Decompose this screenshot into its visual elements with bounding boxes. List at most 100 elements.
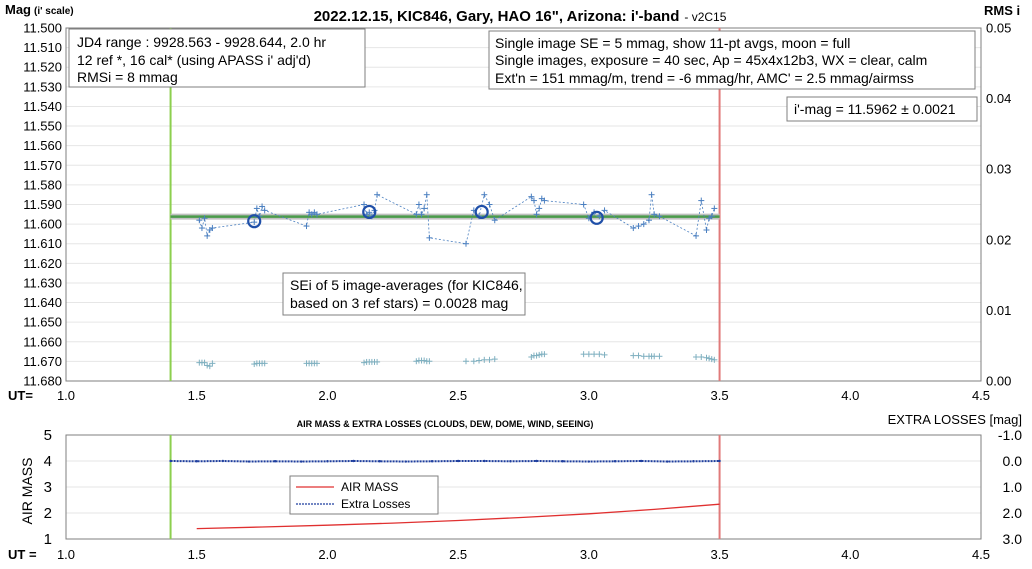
top-y-tick-label: 11.540 (23, 99, 62, 114)
top-y-tick-label: 11.550 (23, 119, 62, 134)
y-axis-title-main: Mag (5, 2, 31, 17)
rms-point (703, 354, 710, 361)
top-y-tick-label: 11.600 (23, 217, 62, 232)
top-x-tick-label: 2.0 (318, 388, 336, 403)
single-image-point (708, 213, 715, 220)
info-right-line-3: Ext'n = 151 mmag/m, trend = -6 mmag/hr, … (495, 70, 914, 86)
chart-title: 2022.12.15, KIC846, Gary, HAO 16", Arizo… (314, 8, 727, 25)
extra-losses-point (378, 460, 381, 463)
extra-losses-line (170, 459, 720, 463)
rms-point (413, 358, 420, 365)
rms-point (528, 353, 535, 360)
single-image-point (261, 207, 268, 214)
chart-title-main: 2022.12.15, KIC846, Gary, HAO 16", Arizo… (314, 8, 680, 25)
single-image-point (580, 201, 587, 208)
rms-point (601, 351, 608, 358)
bottom-y-right-tick-label: 2.0 (1003, 505, 1023, 521)
info-left-line-3: RMSi = 8 mmag (77, 69, 178, 85)
airmass-line (196, 503, 720, 530)
rms-point (596, 351, 603, 358)
extra-losses-point (587, 460, 591, 463)
single-image-point (413, 211, 420, 218)
top-y-right-tick-label: 0.05 (986, 21, 1011, 36)
single-image-point (418, 211, 425, 218)
top-y-tick-label: 11.570 (23, 158, 62, 173)
extra-losses-point (169, 459, 172, 463)
rms-point (591, 351, 598, 358)
single-image-point (374, 191, 381, 198)
top-y-tick-label: 11.500 (23, 21, 62, 36)
bottom-x-tick-label: 1.0 (57, 547, 75, 562)
top-y-tick-label: 11.530 (23, 79, 62, 94)
single-image-point (651, 211, 658, 218)
bottom-y-tick-label: 2 (44, 505, 52, 522)
rms-point (204, 362, 211, 369)
single-image-point (415, 201, 422, 208)
bottom-series (169, 459, 721, 530)
average-point (247, 214, 262, 229)
rms-point (708, 356, 715, 363)
bottom-x-tick-label: 3.0 (580, 547, 598, 562)
top-x-tick-label: 4.5 (972, 388, 990, 403)
top-y-tick-label: 11.630 (23, 275, 62, 290)
rms-point (536, 351, 543, 358)
y-axis-title: Mag (i' scale) (5, 2, 74, 17)
top-y-tick-label: 11.660 (23, 334, 62, 349)
legend-airmass-label: AIR MASS (341, 480, 398, 494)
average-point (589, 210, 604, 225)
single-image-point (528, 193, 535, 200)
bottom-x-tick-label: 2.0 (318, 547, 336, 562)
rms-point (533, 352, 540, 359)
rms-point (374, 358, 381, 365)
rms-point (470, 358, 477, 365)
rms-point (462, 358, 469, 365)
extra-losses-point (404, 460, 408, 463)
top-y-tick-label: 11.560 (23, 138, 62, 153)
bottom-plot-frame (65, 434, 982, 540)
single-image-point (536, 205, 543, 212)
info-box-left: JD4 range : 9928.563 - 9928.644, 2.0 hr … (68, 28, 366, 88)
top-x-tick-labels: 1.0 1.5 2.0 2.5 3.0 3.5 4.0 4.5 (57, 388, 990, 403)
extra-losses-point (535, 459, 538, 463)
top-rms-series (196, 351, 718, 370)
single-image-point (601, 207, 608, 214)
single-image-point (303, 223, 310, 230)
single-image-point (491, 217, 498, 224)
top-y-tick-label: 11.640 (23, 295, 62, 310)
extra-losses-point (352, 459, 355, 463)
single-image-point (645, 217, 652, 224)
bottom-y-tick-label: 4 (44, 453, 52, 470)
extra-losses-point (509, 460, 512, 463)
top-y-tick-label: 11.510 (23, 40, 62, 55)
top-x-tick-label: 3.5 (711, 388, 729, 403)
bottom-legend: AIR MASS Extra Losses (289, 475, 439, 515)
bottom-x-tick-labels: 1.0 1.5 2.0 2.5 3.0 3.5 4.0 4.5 (57, 547, 990, 562)
legend-extra-losses-label: Extra Losses (341, 497, 410, 511)
bottom-y-right-tick-labels: -1.0 0.0 1.0 2.0 3.0 (998, 427, 1022, 547)
bottom-x-tick-label: 3.5 (711, 547, 729, 562)
single-image-point (253, 205, 260, 212)
info-left-line-2: 12 ref *, 16 cal* (using APASS i' adj'd) (77, 52, 311, 68)
bottom-y-right-axis-title: EXTRA LOSSES [mag] (888, 412, 1022, 427)
rms-point (630, 352, 637, 359)
single-image-point (486, 201, 493, 208)
sei-line-2: based on 3 ref stars) = 0.0028 mag (290, 295, 508, 311)
single-image-point (251, 219, 258, 226)
single-image-point (648, 191, 655, 198)
sei-line-1: SEi of 5 image-averages (for KIC846, (290, 277, 523, 293)
single-image-point (711, 205, 718, 212)
bottom-x-tick-label: 2.5 (449, 547, 467, 562)
info-right-line-1: Single image SE = 5 mmag, show 11-pt avg… (495, 35, 850, 51)
extra-losses-point (326, 460, 329, 463)
top-average-series (247, 204, 604, 229)
rms-point (361, 359, 368, 366)
single-image-line (198, 193, 715, 245)
y-right-axis-title: RMS i (984, 3, 1020, 18)
bottom-y-axis-title: AIR MASS (19, 458, 35, 525)
bottom-vertical-lines (169, 435, 721, 539)
single-image-point (635, 223, 642, 230)
single-image-point (423, 191, 430, 198)
single-image-point (421, 205, 428, 212)
bottom-x-tick-label: 4.0 (841, 547, 859, 562)
top-x-tick-label: 1.5 (188, 388, 206, 403)
